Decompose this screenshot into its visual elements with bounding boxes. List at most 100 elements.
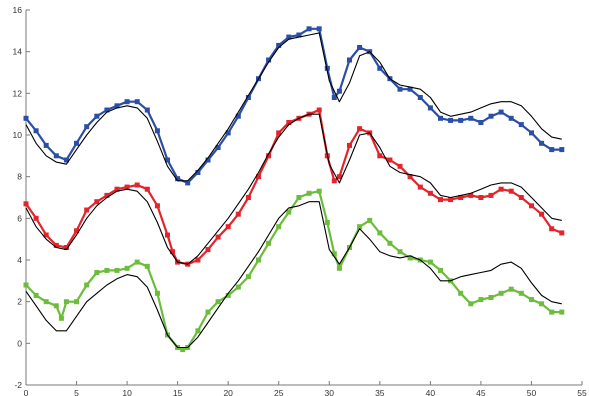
x-tick-label: 45 [476,388,486,396]
y-axis: -2 0 2 4 6 8 10 12 14 16 [13,5,30,390]
y-tick-label: 16 [13,5,23,15]
data-point [367,217,373,223]
data-point [23,201,29,207]
data-point [134,182,140,188]
data-point [94,269,100,275]
data-point [331,95,337,101]
data-point [377,230,383,236]
red-series [23,107,565,267]
data-point [124,265,130,271]
data-point [43,142,49,148]
data-point [528,297,534,303]
data-point [528,130,534,136]
data-point [33,215,39,221]
data-point [58,315,64,321]
data-point [63,299,69,305]
data-point [427,259,433,265]
data-point [468,301,474,307]
data-point [518,290,524,296]
plot-area [23,26,565,353]
data-point [316,107,322,113]
data-point [324,220,330,226]
data-point [235,211,241,217]
x-tick-label: 25 [274,388,284,396]
data-point [357,126,363,132]
x-tick-label: 35 [375,388,385,396]
data-point [508,115,514,121]
data-point [134,99,140,105]
data-point [255,257,261,263]
data-point [195,328,201,334]
data-point [23,282,29,288]
y-tick-label: 0 [17,338,22,348]
data-point [346,57,352,63]
red-fit-line [25,113,562,265]
data-point [215,145,221,151]
data-point [397,249,403,255]
x-tick-label: 10 [122,388,132,396]
data-point [559,147,565,153]
data-point [33,292,39,298]
data-point [205,309,211,315]
data-point [84,282,90,288]
data-point [437,197,443,203]
data-point [286,209,292,215]
data-point [74,299,80,305]
y-tick-label: 10 [13,130,23,140]
data-point [296,195,302,201]
data-point [185,180,191,186]
data-point [266,240,272,246]
data-point [94,113,100,119]
data-point [180,347,186,353]
data-point [478,120,484,126]
data-point [357,44,363,50]
data-point [417,95,423,101]
data-point [205,247,211,253]
y-tick-label: 14 [13,47,23,57]
x-axis: 0 5 10 15 20 25 30 35 40 45 50 55 [24,381,587,396]
blue-series-line [25,27,562,184]
data-point [488,294,494,300]
data-point [549,309,555,315]
data-point [154,128,160,134]
data-point [276,224,282,230]
data-point [134,259,140,265]
data-point [43,299,49,305]
data-point [437,267,443,273]
data-point [458,290,464,296]
data-point [549,226,555,232]
data-point [478,195,484,201]
data-point [215,234,221,240]
data-point [458,117,464,123]
data-point [559,230,565,236]
green-fit-line [25,201,562,349]
data-point [306,190,312,196]
data-point [154,290,160,296]
data-point [165,232,171,238]
data-point [53,303,59,309]
data-point [377,153,383,159]
y-tick-label: 6 [17,213,22,223]
data-point [397,86,403,92]
data-point [397,163,403,169]
data-point [336,265,342,271]
data-point [33,128,39,134]
data-point [23,115,29,121]
data-point [144,107,150,113]
y-tick-label: 4 [17,255,22,265]
data-point [235,284,241,290]
data-point [448,197,454,203]
data-point [539,140,545,146]
data-point [63,157,69,163]
green-fit-line-line [25,201,562,349]
data-point [488,113,494,119]
x-tick-label: 15 [173,388,183,396]
data-point [498,186,504,192]
red-series-line [25,108,563,266]
blue-fit-line [25,32,562,182]
data-point [114,267,120,273]
blue-fit-line-line [25,32,562,182]
data-point [215,299,221,305]
data-point [488,192,494,198]
data-point [518,195,524,201]
